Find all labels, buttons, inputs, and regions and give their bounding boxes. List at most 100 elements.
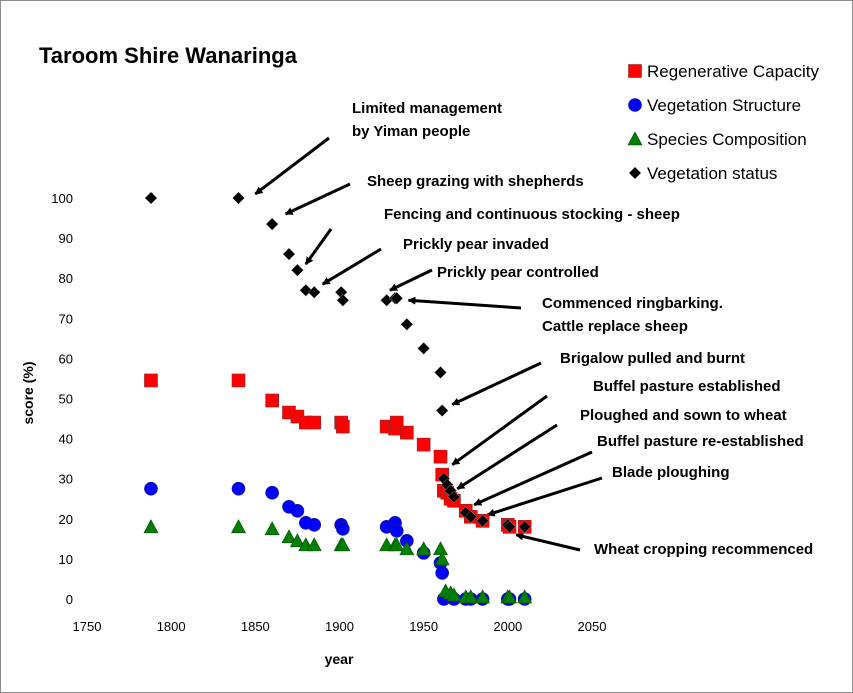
legend-marker [627, 131, 643, 146]
data-point [265, 393, 279, 408]
annotation-arrow [451, 394, 548, 466]
annotation-arrow [486, 476, 603, 517]
chart-title: Taroom Shire Wanaringa [39, 43, 298, 68]
data-point [265, 217, 279, 231]
data-point [435, 566, 449, 580]
annotation-arrow [304, 228, 333, 266]
legend-marker [628, 166, 642, 180]
annotation-label: Blade ploughing [612, 464, 730, 481]
annotation-label: Sheep grazing with shepherds [367, 173, 584, 190]
data-point [502, 589, 518, 604]
y-axis-label: score (%) [20, 361, 36, 424]
data-point [265, 485, 279, 500]
data-point [230, 519, 247, 534]
y-tick-label: 10 [59, 552, 73, 567]
data-point [299, 283, 313, 297]
data-point [432, 541, 449, 556]
data-point [434, 551, 450, 566]
legend-marker [628, 98, 642, 112]
x-tick-label: 1950 [409, 619, 438, 634]
legend-marker [628, 64, 642, 78]
data-point [446, 587, 462, 602]
annotation-arrow [254, 136, 330, 196]
annotation-arrow [284, 182, 351, 216]
legend-label: Vegetation Structure [647, 96, 801, 115]
data-point [264, 521, 280, 536]
annotation-label: Wheat cropping recommenced [594, 541, 813, 558]
data-point [476, 514, 489, 528]
data-point [434, 366, 447, 379]
data-point [475, 589, 491, 604]
data-point [389, 415, 404, 430]
data-point [144, 481, 158, 496]
data-point [435, 404, 449, 417]
data-point [416, 437, 431, 452]
data-point [503, 520, 516, 534]
annotation-arrow [515, 532, 581, 552]
x-tick-label: 2000 [493, 619, 522, 634]
series-square [144, 373, 532, 534]
x-axis-label: year [325, 651, 354, 667]
data-point [307, 415, 322, 430]
data-point [336, 293, 350, 307]
data-point [390, 291, 404, 305]
data-point [289, 533, 305, 548]
data-point [518, 520, 532, 534]
annotation-label: Prickly pear invaded [403, 236, 549, 253]
x-tick-label: 1850 [241, 619, 270, 634]
annotation-arrow [451, 361, 542, 406]
data-point [232, 191, 245, 205]
data-point [336, 419, 350, 434]
data-point [389, 524, 404, 538]
x-tick-label: 1800 [157, 619, 186, 634]
data-point [433, 449, 448, 464]
y-tick-label: 30 [59, 472, 73, 487]
data-point [281, 529, 297, 544]
y-tick-label: 70 [59, 311, 73, 326]
series-diamond [144, 191, 532, 534]
legend: Regenerative Capacity Vegetation Structur… [627, 62, 819, 183]
axes: 1750 1800 1850 1900 1950 2000 2050 0 10 20 30 40 50 6… [51, 191, 606, 634]
annotation-label: Ploughed and sown to wheat [580, 407, 787, 424]
data-point [307, 518, 322, 532]
annotation-arrow [407, 296, 522, 310]
y-tick-label: 100 [51, 191, 73, 206]
data-point [291, 263, 304, 277]
data-point [463, 589, 479, 604]
data-point [336, 522, 350, 536]
data-point [417, 342, 431, 355]
annotation-arrow [456, 423, 558, 490]
annotation-label: Limited management [352, 100, 502, 117]
annotation-label: Buffel pasture re-established [597, 433, 804, 450]
data-point [290, 503, 305, 518]
annotation-arrow [389, 268, 433, 292]
y-tick-label: 60 [59, 351, 73, 366]
y-tick-label: 80 [59, 271, 73, 286]
annotation-label: by Yiman people [352, 123, 470, 140]
legend-label: Species Composition [647, 130, 807, 149]
y-tick-label: 40 [59, 432, 73, 447]
data-point [306, 537, 322, 552]
data-point [282, 247, 296, 261]
data-point [389, 537, 405, 552]
series-circle [144, 481, 532, 606]
legend-label: Vegetation status [647, 164, 777, 183]
data-point [400, 317, 414, 331]
annotation-label: Fencing and continuous stocking - sheep [384, 206, 680, 223]
data-point [231, 481, 246, 496]
series-triangle [143, 519, 533, 604]
y-tick-label: 20 [59, 512, 73, 527]
annotation-label: Cattle replace sheep [542, 318, 688, 335]
x-tick-label: 1750 [73, 619, 102, 634]
x-tick-label: 1900 [325, 619, 354, 634]
data-point [144, 191, 158, 205]
data-point [400, 425, 414, 440]
y-tick-label: 90 [59, 231, 73, 246]
annotation-arrow [321, 247, 382, 286]
annotation-label: Brigalow pulled and burnt [560, 350, 745, 367]
annotation-label: Buffel pasture established [593, 378, 781, 395]
annotation-label: Prickly pear controlled [437, 264, 599, 281]
data-point [335, 537, 351, 552]
